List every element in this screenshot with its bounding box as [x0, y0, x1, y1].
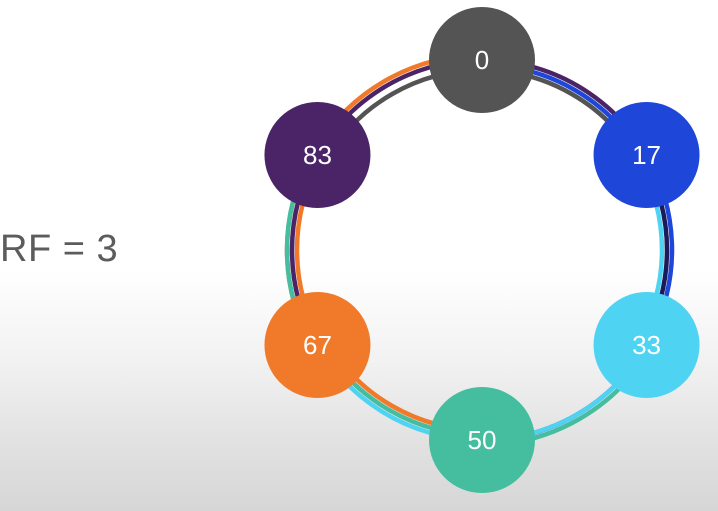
- ring-node-50: 50: [429, 387, 535, 493]
- node-label: 33: [632, 330, 661, 360]
- ring-nodes: 0 17 33 50 67 83: [264, 7, 700, 493]
- node-circle: [429, 7, 535, 113]
- replication-factor-label: RF = 3: [0, 228, 119, 270]
- node-label: 67: [303, 330, 332, 360]
- node-circle: [593, 292, 700, 398]
- ring-node-33: 33: [593, 292, 700, 398]
- node-label: 83: [303, 140, 332, 170]
- ring-node-17: 17: [593, 102, 700, 208]
- ring-node-83: 83: [264, 102, 371, 208]
- node-circle: [429, 387, 535, 493]
- node-circle: [264, 102, 371, 208]
- node-circle: [264, 292, 371, 398]
- ring-node-0: 0: [429, 7, 535, 113]
- node-label: 17: [632, 140, 661, 170]
- node-label: 50: [468, 425, 497, 455]
- node-label: 0: [475, 45, 489, 75]
- ring-node-67: 67: [264, 292, 371, 398]
- node-circle: [593, 102, 700, 208]
